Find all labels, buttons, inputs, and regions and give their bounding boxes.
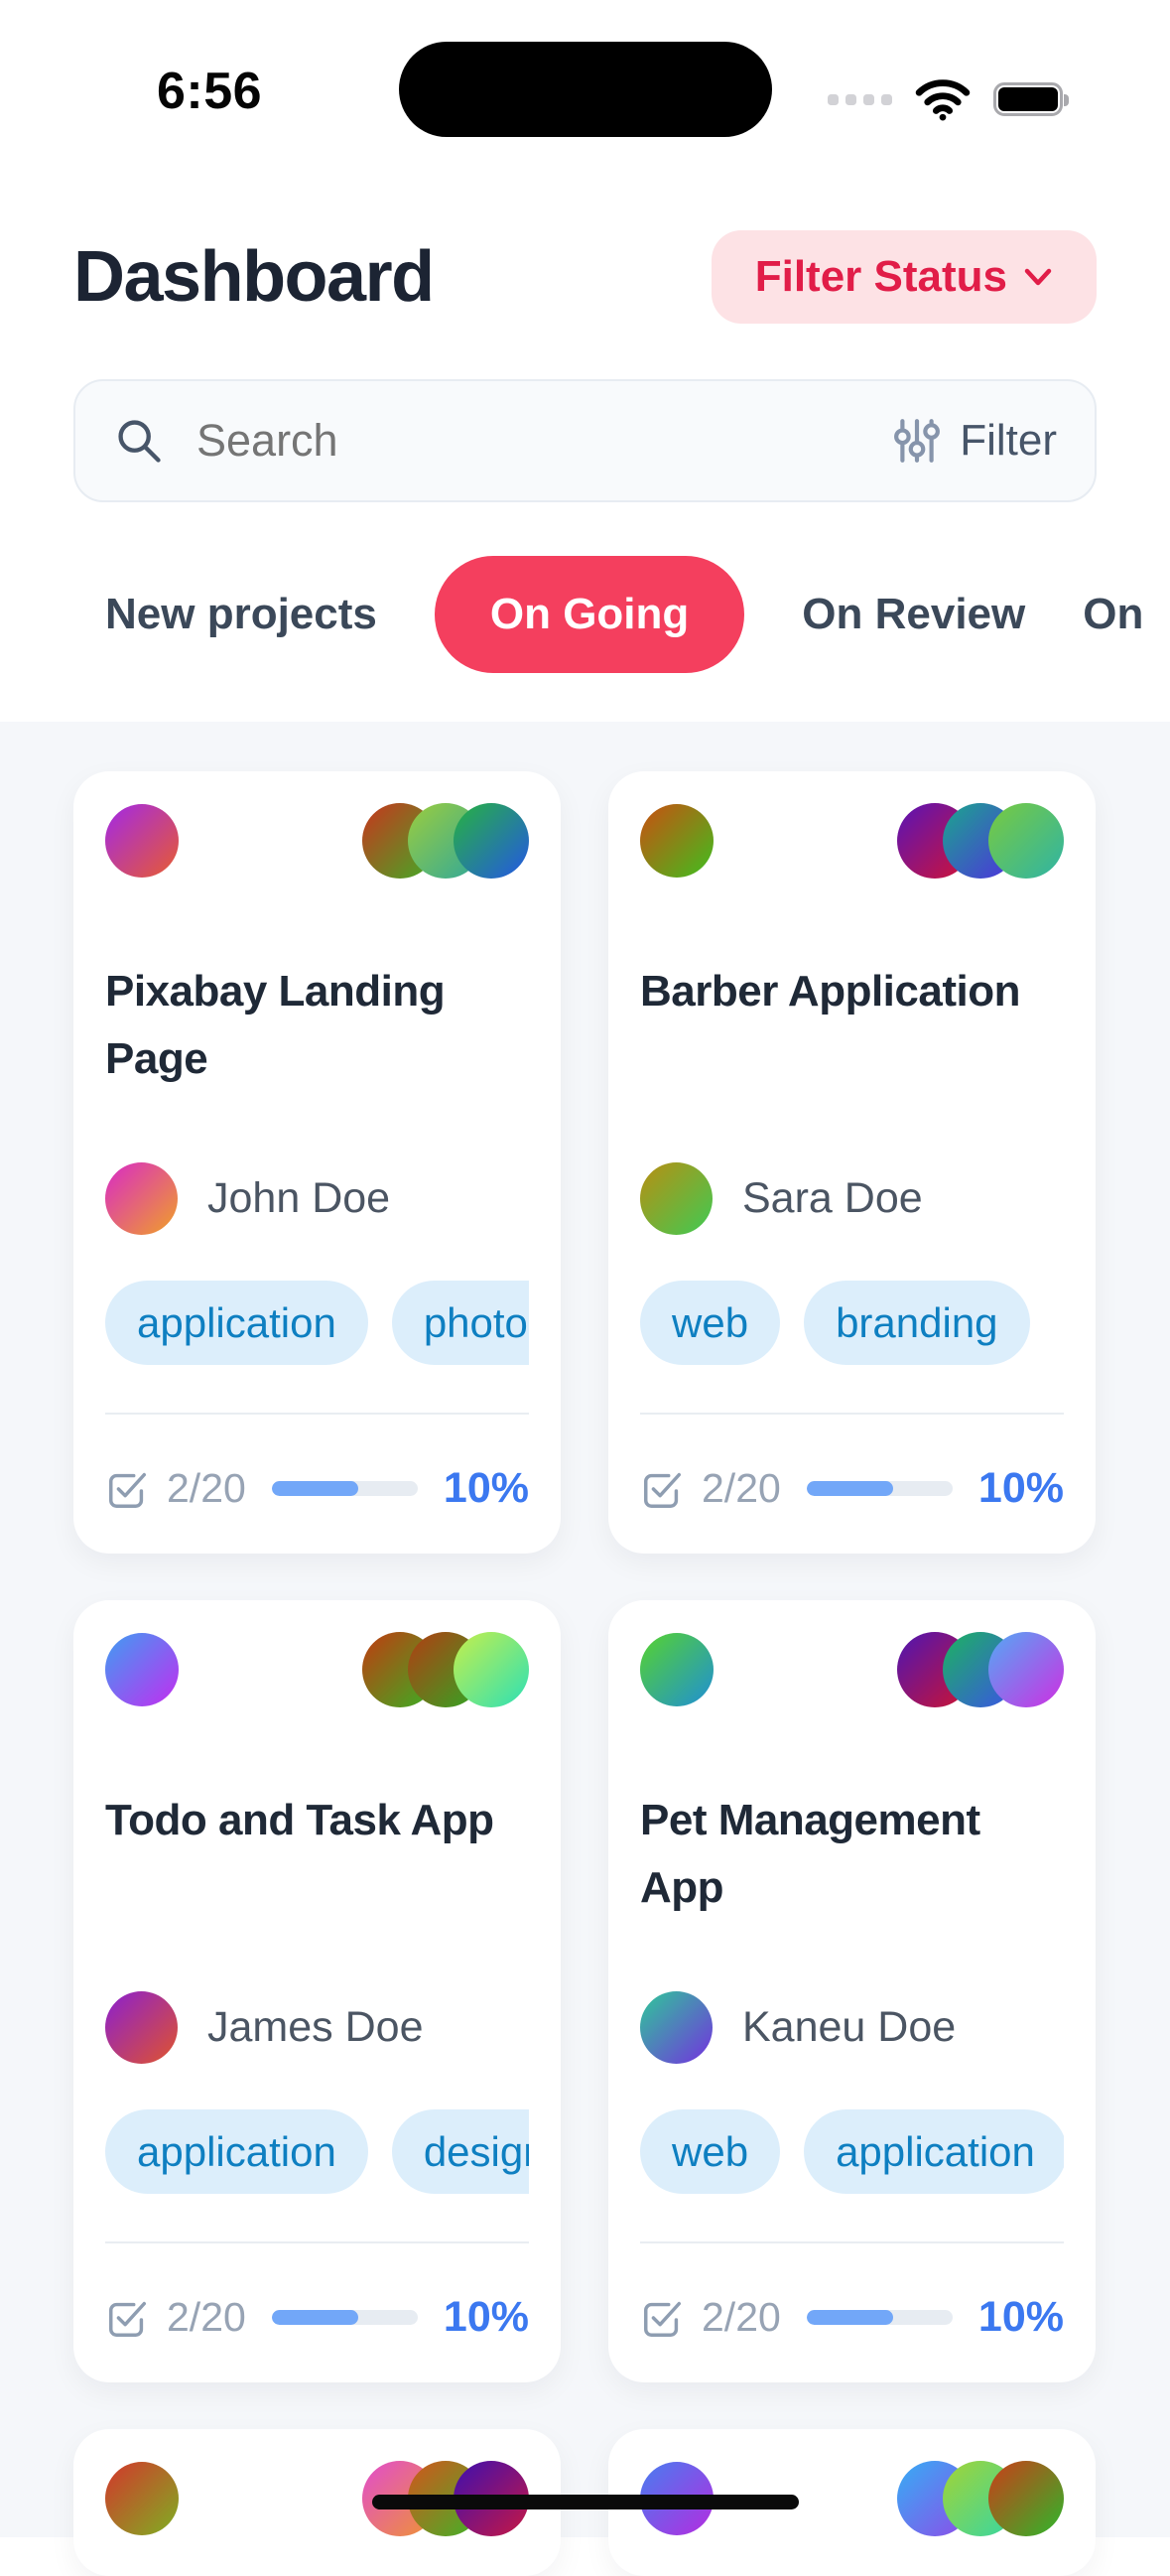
tasks-checkbox-icon (640, 2295, 686, 2341)
owner-name: Kaneu Doe (742, 2003, 957, 2051)
team-member-avatar (454, 1632, 529, 1707)
tasks-checkbox-icon (105, 1466, 151, 1512)
filter-status-label: Filter Status (754, 252, 1007, 301)
tasks-count: 2/20 (167, 1465, 246, 1511)
project-tag: photography (391, 1281, 529, 1365)
project-avatar (105, 1633, 179, 1706)
project-avatar (640, 1633, 714, 1706)
project-tag: web (640, 1281, 781, 1365)
progress-bar-fill (806, 1481, 893, 1496)
project-tag: web (640, 2109, 781, 2194)
project-avatar (640, 804, 714, 878)
progress-percent: 10% (977, 2293, 1064, 2341)
team-member-avatar (988, 803, 1064, 879)
project-title: Todo and Task App (105, 1796, 494, 1844)
team-avatars (362, 803, 529, 879)
search-icon (113, 415, 165, 467)
progress-percent: 10% (443, 2293, 529, 2341)
project-avatar (105, 804, 179, 878)
wifi-icon (914, 77, 972, 121)
progress-bar (806, 2310, 953, 2325)
tasks-checkbox-icon (640, 1466, 686, 1512)
project-tag: branding (804, 1281, 1030, 1365)
project-tag: design (391, 2109, 529, 2194)
progress-bar (806, 1481, 953, 1496)
page-header: Dashboard Filter Status (73, 230, 1097, 324)
owner-avatar (640, 1991, 713, 2064)
progress-bar (271, 2310, 418, 2325)
progress-percent: 10% (977, 1464, 1064, 1512)
search-input[interactable] (196, 415, 895, 467)
progress-percent: 10% (443, 1464, 529, 1512)
project-tag: application (105, 2109, 368, 2194)
battery-icon (993, 80, 1077, 118)
search-filter-button[interactable]: Filter (894, 416, 1057, 466)
tab-on-hold[interactable]: On (1083, 590, 1144, 638)
progress-bar-fill (806, 2310, 893, 2325)
project-tag: application (105, 1281, 368, 1365)
owner-avatar (640, 1162, 713, 1235)
project-card[interactable]: Barber Application Sara Doe web branding… (608, 771, 1096, 1554)
tasks-count: 2/20 (167, 2294, 246, 2340)
divider (105, 1413, 529, 1415)
owner-avatar (105, 1991, 178, 2064)
tasks-count: 2/20 (702, 2294, 781, 2340)
status-bar: 6:56 (0, 0, 1170, 139)
filter-status-button[interactable]: Filter Status (711, 230, 1097, 324)
divider (640, 1413, 1064, 1415)
team-member-avatar (988, 1632, 1064, 1707)
divider (105, 2241, 529, 2243)
tab-on-review[interactable]: On Review (802, 590, 1026, 638)
team-avatars (897, 1632, 1064, 1707)
home-indicator[interactable] (371, 2495, 799, 2509)
tasks-checkbox-icon (105, 2295, 151, 2341)
sliders-icon (894, 417, 941, 465)
owner-name: Sara Doe (742, 1174, 923, 1222)
project-avatar (105, 2462, 179, 2535)
project-card[interactable]: Pet Management App Kaneu Doe web applica… (608, 1600, 1096, 2382)
owner-name: John Doe (207, 1174, 391, 1222)
team-avatars (897, 803, 1064, 879)
owner-avatar (105, 1162, 178, 1235)
status-time: 6:56 (157, 63, 263, 120)
status-tabs: New projects On Going On Review On (0, 556, 1170, 673)
team-member-avatar (988, 2461, 1064, 2536)
project-title: Pet Management App (640, 1796, 980, 1912)
cellular-signal-icon (828, 93, 892, 105)
chevron-down-icon (1023, 266, 1053, 288)
project-title: Barber Application (640, 967, 1020, 1016)
project-card[interactable]: Todo and Task App James Doe application … (73, 1600, 561, 2382)
page-title: Dashboard (73, 237, 435, 317)
tab-on-going[interactable]: On Going (434, 556, 745, 673)
tasks-count: 2/20 (702, 1465, 781, 1511)
progress-bar-fill (271, 2310, 358, 2325)
team-avatars (362, 1632, 529, 1707)
divider (640, 2241, 1064, 2243)
project-tag: application (804, 2109, 1064, 2194)
search-filter-label: Filter (960, 416, 1057, 465)
progress-bar (271, 1481, 418, 1496)
project-card-grid: Pixabay Landing Page John Doe applicatio… (0, 722, 1170, 2576)
project-card[interactable]: Pixabay Landing Page John Doe applicatio… (73, 771, 561, 1554)
dynamic-island (399, 42, 772, 137)
team-member-avatar (454, 803, 529, 879)
owner-name: James Doe (207, 2003, 424, 2051)
team-avatars (897, 2461, 1064, 2536)
progress-bar-fill (271, 1481, 358, 1496)
search-bar[interactable]: Filter (73, 379, 1097, 502)
tab-new-projects[interactable]: New projects (105, 590, 377, 638)
project-title: Pixabay Landing Page (105, 967, 446, 1083)
